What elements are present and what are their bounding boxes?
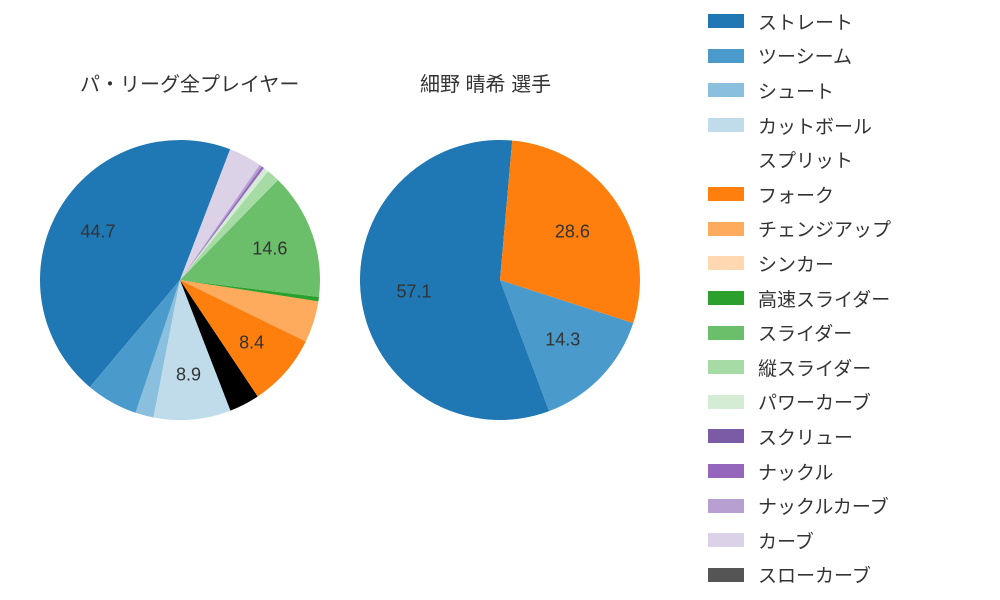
legend-item-knuckle: ナックル	[708, 454, 988, 489]
legend-swatch-slow_curve	[708, 568, 744, 582]
legend-label-fork: フォーク	[758, 181, 834, 208]
legend-label-slow_curve: スローカーブ	[758, 561, 871, 588]
legend-item-screw: スクリュー	[708, 419, 988, 454]
legend-label-knuckle: ナックル	[758, 458, 833, 485]
legend-swatch-power_curve	[708, 395, 744, 409]
legend-item-straight: ストレート	[708, 4, 988, 39]
legend-label-cutball: カットボール	[758, 112, 872, 139]
pie-chart-league: 44.7 8.9 8.4 14.6	[34, 134, 326, 426]
legend-label-shoot: シュート	[758, 77, 834, 104]
legend-item-fork: フォーク	[708, 177, 988, 212]
legend-swatch-knuckle_curve	[708, 499, 744, 513]
legend-label-fast_slider: 高速スライダー	[758, 285, 890, 312]
legend-swatch-two_seam	[708, 49, 744, 63]
legend-label-sinker: シンカー	[758, 250, 834, 277]
legend-swatch-split	[708, 153, 744, 167]
legend-swatch-fork	[708, 187, 744, 201]
legend-label-slider: スライダー	[758, 319, 852, 346]
legend-label-two_seam: ツーシーム	[758, 42, 852, 69]
legend-item-knuckle_curve: ナックルカーブ	[708, 488, 988, 523]
legend-label-straight: ストレート	[758, 8, 853, 35]
chart-container: パ・リーグ全プレイヤー 44.7 8.9 8.4 14.6 細野 晴希 選手 57.1 14.…	[0, 0, 1000, 600]
legend-label-screw: スクリュー	[758, 423, 853, 450]
legend-swatch-fast_slider	[708, 291, 744, 305]
legend-item-split: スプリット	[708, 142, 988, 177]
legend-label-curve: カーブ	[758, 527, 814, 554]
legend-label-vslider: 縦スライダー	[758, 354, 871, 381]
legend-item-vslider: 縦スライダー	[708, 350, 988, 385]
legend: ストレートツーシームシュートカットボールスプリットフォークチェンジアップシンカー…	[708, 4, 988, 592]
legend-label-split: スプリット	[758, 146, 853, 173]
pie-label-fork: 8.4	[239, 332, 264, 353]
legend-item-sinker: シンカー	[708, 246, 988, 281]
pie-label-cutball: 8.9	[176, 364, 201, 385]
pie-label-slider: 14.6	[252, 238, 287, 259]
legend-item-two_seam: ツーシーム	[708, 39, 988, 74]
legend-item-curve: カーブ	[708, 523, 988, 558]
legend-swatch-slider	[708, 326, 744, 340]
legend-swatch-changeup	[708, 222, 744, 236]
legend-item-changeup: チェンジアップ	[708, 212, 988, 247]
legend-item-slider: スライダー	[708, 315, 988, 350]
chart-title-league: パ・リーグ全プレイヤー	[80, 68, 299, 97]
legend-swatch-curve	[708, 533, 744, 547]
legend-item-slow_curve: スローカーブ	[708, 558, 988, 593]
legend-swatch-screw	[708, 429, 744, 443]
pie-label-straight: 44.7	[80, 221, 115, 242]
chart-title-player: 細野 晴希 選手	[420, 68, 551, 97]
legend-swatch-knuckle	[708, 464, 744, 478]
legend-label-changeup: チェンジアップ	[758, 215, 891, 242]
legend-swatch-shoot	[708, 83, 744, 97]
legend-swatch-vslider	[708, 360, 744, 374]
legend-item-shoot: シュート	[708, 73, 988, 108]
legend-swatch-cutball	[708, 118, 744, 132]
pie-label-fork: 28.6	[555, 222, 590, 243]
legend-item-power_curve: パワーカーブ	[708, 385, 988, 420]
legend-item-cutball: カットボール	[708, 108, 988, 143]
legend-swatch-straight	[708, 14, 744, 28]
pie-label-straight: 57.1	[396, 281, 431, 302]
legend-label-knuckle_curve: ナックルカーブ	[758, 492, 889, 519]
pie-label-two_seam: 14.3	[545, 329, 580, 350]
pie-chart-player: 57.1 14.3 28.6	[354, 134, 646, 426]
legend-item-fast_slider: 高速スライダー	[708, 281, 988, 316]
legend-swatch-sinker	[708, 256, 744, 270]
legend-label-power_curve: パワーカーブ	[758, 388, 871, 415]
